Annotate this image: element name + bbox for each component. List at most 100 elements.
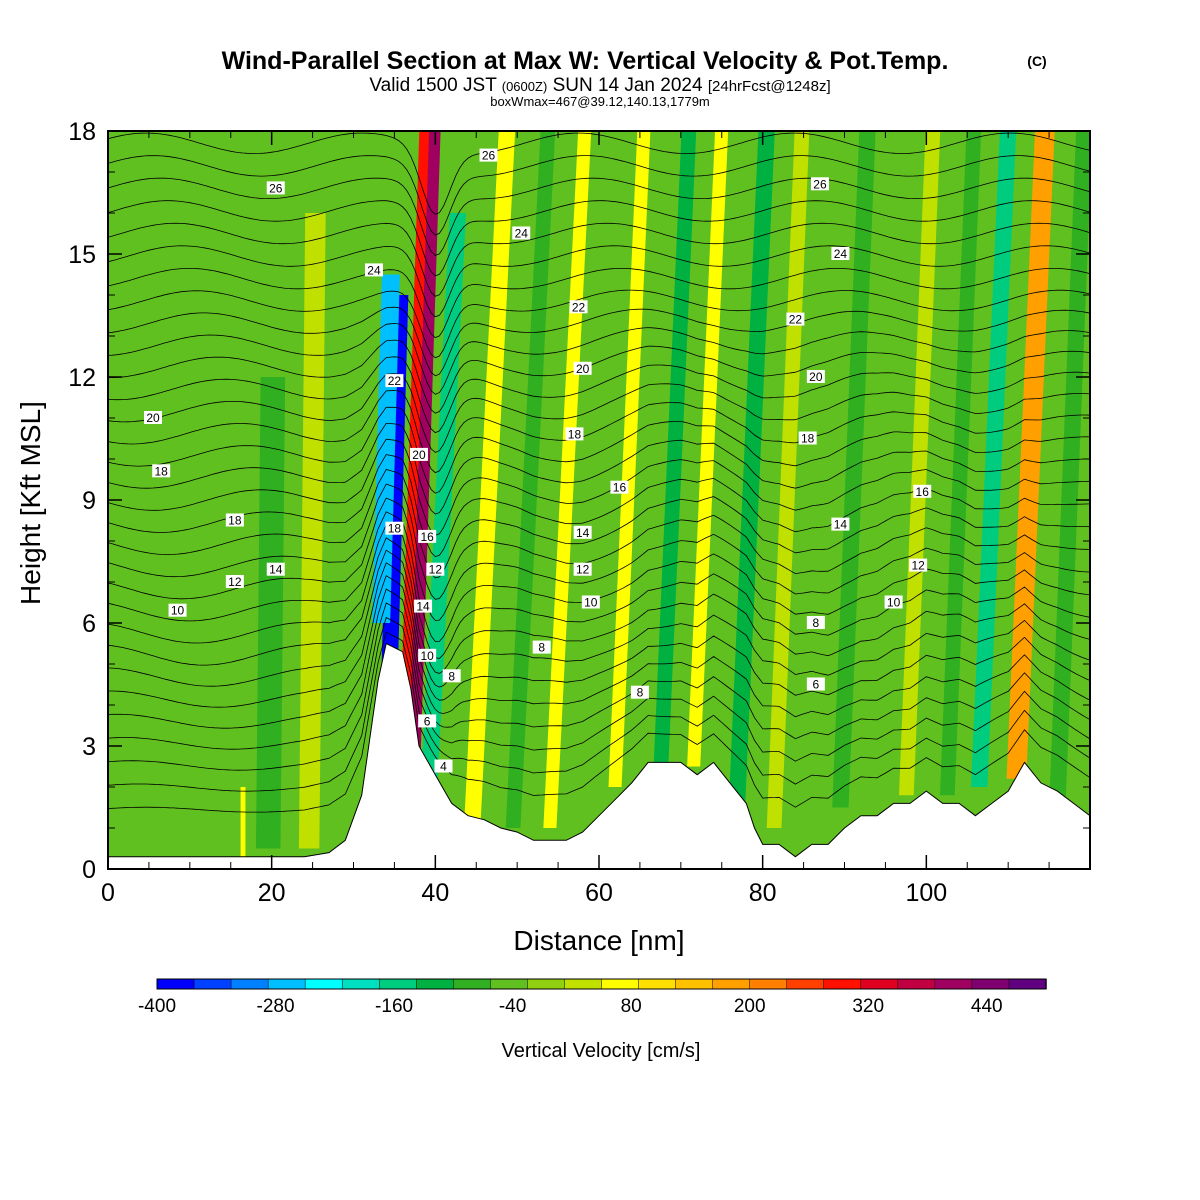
theta-label-bg bbox=[909, 558, 928, 572]
theta-label-text: 16 bbox=[613, 481, 627, 495]
colorbar-swatch bbox=[749, 978, 788, 990]
theta-contour-labels: 26 26 26 24 24 24 22 22 22 20 20 20 20 18 18 18 18 18 16 16… bbox=[144, 148, 932, 774]
theta-contour-line bbox=[108, 562, 1090, 708]
theta-contour-line bbox=[108, 537, 1090, 674]
chart-subtitle: Valid 1500 JST (0600Z) SUN 14 Jan 2024 [… bbox=[369, 75, 830, 96]
theta-label-text: 22 bbox=[388, 374, 402, 388]
theta-label-text: 26 bbox=[269, 181, 283, 195]
theta-label-bg bbox=[418, 529, 437, 543]
x-tick-label: 20 bbox=[258, 879, 286, 907]
colorbar-swatch bbox=[416, 978, 455, 990]
colorbar-swatch bbox=[379, 978, 418, 990]
theta-label-bg bbox=[831, 517, 850, 531]
theta-label: 18 bbox=[152, 464, 171, 478]
theta-label-bg bbox=[442, 669, 461, 683]
theta-label-bg bbox=[225, 575, 244, 588]
theta-label-bg bbox=[479, 148, 498, 162]
theta-label: 24 bbox=[364, 263, 383, 277]
theta-label: 10 bbox=[418, 648, 437, 663]
colorbar-swatch bbox=[267, 978, 306, 990]
theta-contour-line bbox=[108, 289, 1090, 359]
theta-label: 18 bbox=[565, 427, 584, 441]
theta-label-text: 8 bbox=[813, 616, 820, 630]
colorbar-swatch bbox=[490, 978, 529, 990]
theta-contour-line bbox=[108, 245, 1090, 318]
subtitle-utc: (0600Z) bbox=[502, 79, 548, 94]
x-tick-label: 60 bbox=[585, 879, 613, 907]
theta-label: 6 bbox=[806, 677, 825, 692]
theta-label-text: 8 bbox=[637, 686, 644, 700]
theta-label-text: 6 bbox=[424, 714, 431, 728]
chart-title-mark: (C) bbox=[1027, 53, 1046, 69]
theta-label-text: 10 bbox=[584, 596, 598, 610]
theta-label-bg bbox=[225, 513, 244, 527]
theta-label-bg bbox=[418, 648, 437, 662]
colorbar-swatch bbox=[601, 978, 640, 990]
theta-label: 14 bbox=[266, 562, 285, 577]
theta-label-bg bbox=[630, 685, 649, 699]
theta-label-text: 24 bbox=[834, 247, 848, 261]
x-tick-label: 0 bbox=[101, 879, 115, 907]
y-tick-label: 18 bbox=[68, 118, 96, 146]
theta-label-text: 24 bbox=[515, 227, 529, 241]
theta-contour-line bbox=[108, 602, 1090, 771]
colorbar-swatch bbox=[453, 978, 492, 990]
theta-label-bg bbox=[168, 603, 187, 617]
theta-label-text: 8 bbox=[538, 641, 545, 655]
theta-label-bg bbox=[512, 226, 531, 240]
velocity-band bbox=[608, 131, 651, 787]
theta-label: 22 bbox=[786, 312, 805, 327]
theta-label: 12 bbox=[225, 575, 244, 589]
theta-label-bg bbox=[532, 640, 551, 654]
theta-contour-line bbox=[108, 483, 1090, 600]
colorbar-swatch bbox=[897, 978, 936, 990]
colorbar-title: Vertical Velocity [cm/s] bbox=[502, 1040, 701, 1062]
theta-contour-line bbox=[108, 575, 1090, 729]
theta-label-bg bbox=[581, 595, 600, 609]
theta-label: 26 bbox=[266, 181, 285, 195]
theta-label-text: 10 bbox=[171, 604, 185, 618]
velocity-band bbox=[687, 131, 729, 767]
theta-contour-line bbox=[108, 306, 1090, 377]
velocity-band bbox=[766, 131, 810, 828]
colorbar-swatch bbox=[193, 978, 232, 990]
theta-label-text: 18 bbox=[228, 514, 242, 528]
theta-label-text: 4 bbox=[440, 760, 447, 774]
theta-label: 16 bbox=[418, 529, 437, 544]
theta-label: 8 bbox=[532, 640, 551, 655]
velocity-band bbox=[727, 131, 775, 828]
theta-contour-line bbox=[108, 390, 1090, 474]
theta-contour-line bbox=[108, 422, 1090, 515]
chart-subtitle-box: boxWmax=467@39.12,140.13,1779m bbox=[490, 94, 710, 109]
velocity-band bbox=[939, 131, 982, 796]
colorbar-tick-label: 320 bbox=[852, 996, 884, 1017]
colorbar-swatch bbox=[786, 978, 825, 990]
subtitle-fcst: [24hrFcst@1248z] bbox=[708, 78, 831, 95]
theta-label: 8 bbox=[442, 669, 461, 683]
theta-label-text: 14 bbox=[834, 518, 848, 532]
colorbar-tick-label: -40 bbox=[499, 996, 526, 1017]
velocity-band bbox=[1049, 131, 1090, 808]
theta-label: 12 bbox=[909, 558, 928, 573]
theta-label: 16 bbox=[610, 480, 629, 495]
theta-contour-line bbox=[108, 438, 1090, 536]
theta-label-text: 22 bbox=[572, 300, 586, 314]
theta-contour-line bbox=[108, 406, 1090, 494]
theta-label-text: 14 bbox=[416, 600, 430, 614]
theta-label: 6 bbox=[418, 714, 437, 728]
theta-label: 24 bbox=[831, 247, 850, 261]
theta-label-text: 10 bbox=[420, 649, 434, 663]
y-tick-label: 0 bbox=[82, 856, 96, 884]
theta-label-bg bbox=[409, 447, 428, 461]
colorbar-tick-label: 80 bbox=[621, 996, 642, 1017]
y-tick-label: 3 bbox=[82, 733, 96, 761]
theta-label: 20 bbox=[144, 411, 163, 425]
colorbar-swatch bbox=[971, 978, 1010, 990]
colorbar-swatch bbox=[341, 978, 381, 990]
theta-label-text: 14 bbox=[576, 526, 590, 540]
chart-title: Wind-Parallel Section at Max W: Vertical… bbox=[222, 47, 949, 75]
colorbar-swatch bbox=[860, 978, 899, 990]
velocity-band bbox=[899, 131, 941, 796]
colorbar-tick-label: -280 bbox=[257, 996, 295, 1017]
x-tick-label: 80 bbox=[749, 879, 777, 907]
